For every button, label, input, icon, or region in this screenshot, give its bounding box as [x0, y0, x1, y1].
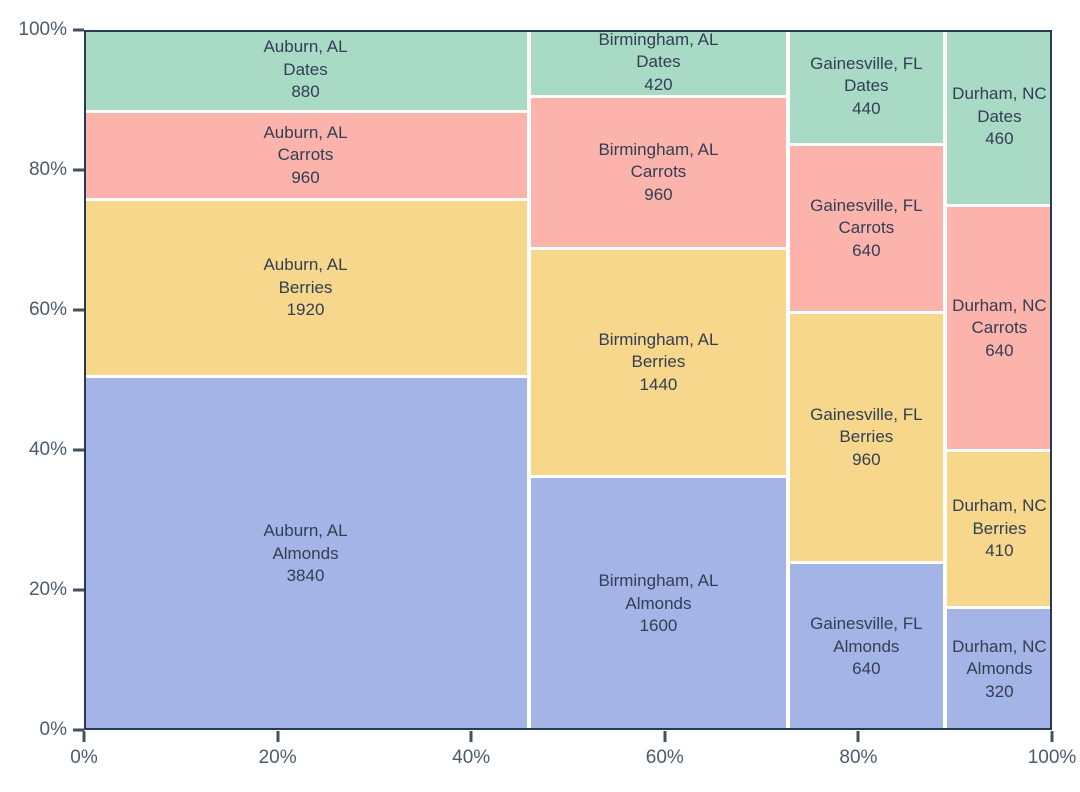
y-tick-label: 60%: [28, 299, 67, 320]
block-label: Gainesville, FL Almonds 640: [810, 614, 923, 679]
mosaic-block: Durham, NC Almonds 320: [946, 609, 1052, 730]
y-tick-mark: [73, 588, 84, 592]
x-tick-mark: [856, 731, 860, 742]
y-tick-label: 40%: [28, 439, 67, 460]
block-label: Auburn, AL Almonds 3840: [263, 521, 348, 586]
x-tick-label: 100%: [1027, 747, 1077, 768]
block-label: Durham, NC Berries 410: [952, 496, 1047, 561]
x-tick-mark: [1050, 731, 1054, 742]
mosaic-block: Durham, NC Berries 410: [946, 452, 1052, 607]
mosaic-block: Birmingham, AL Dates 420: [531, 29, 786, 96]
x-tick-mark: [663, 731, 667, 742]
mosaic-block: Birmingham, AL Berries 1440: [531, 250, 786, 476]
mosaic-block: Gainesville, FL Almonds 640: [789, 564, 943, 730]
block-label: Auburn, AL Dates 880: [263, 37, 348, 102]
x-tick-label: 0%: [70, 747, 98, 768]
x-tick-mark: [276, 731, 280, 742]
mosaic-block: Auburn, AL Dates 880: [84, 30, 528, 110]
plot-area: Auburn, AL Almonds 3840 Auburn, AL Berries 19…: [84, 30, 1052, 730]
block-label: Durham, NC Carrots 640: [952, 295, 1047, 360]
mosaic-block: Gainesville, FL Carrots 640: [789, 146, 943, 311]
y-tick-label: 20%: [28, 579, 67, 600]
y-tick-mark: [73, 448, 84, 452]
x-tick-mark: [469, 731, 473, 742]
x-axis: 0% 20% 40% 60% 80% 100%: [70, 730, 1076, 790]
y-tick-mark: [73, 168, 84, 172]
block-label: Birmingham, AL Almonds 1600: [598, 571, 719, 636]
mosaic-block: Birmingham, AL Almonds 1600: [531, 478, 786, 730]
block-label: Birmingham, AL Dates 420: [598, 29, 719, 94]
mosaic-block: Gainesville, FL Berries 960: [789, 313, 943, 562]
x-tick-label: 40%: [452, 747, 491, 768]
y-axis: 0% 20% 40% 60% 80% 100%: [0, 19, 84, 740]
x-tick-label: 80%: [839, 747, 878, 768]
y-tick-mark: [73, 28, 84, 32]
block-label: Auburn, AL Berries 1920: [263, 255, 348, 320]
mosaic-block: Durham, NC Carrots 640: [946, 207, 1052, 450]
y-tick-mark: [73, 308, 84, 312]
block-label: Gainesville, FL Dates 440: [810, 53, 923, 118]
mosaic-block: Auburn, AL Almonds 3840: [84, 377, 528, 730]
y-tick-mark: [73, 728, 84, 732]
mosaic-block: Auburn, AL Carrots 960: [84, 112, 528, 198]
x-tick-label: 20%: [258, 747, 297, 768]
mosaic-block: Birmingham, AL Carrots 960: [531, 98, 786, 248]
mosaic-block: Auburn, AL Berries 1920: [84, 201, 528, 375]
block-label: Birmingham, AL Berries 1440: [598, 329, 719, 394]
y-tick-label: 100%: [18, 19, 67, 40]
y-tick-label: 80%: [28, 159, 67, 180]
y-tick-label: 0%: [39, 719, 67, 740]
block-label: Birmingham, AL Carrots 960: [598, 139, 719, 204]
x-tick-label: 60%: [645, 747, 684, 768]
block-label: Durham, NC Dates 460: [952, 84, 1047, 149]
x-tick-mark: [82, 731, 86, 742]
block-label: Gainesville, FL Berries 960: [810, 404, 923, 469]
block-label: Durham, NC Almonds 320: [952, 636, 1047, 701]
block-label: Gainesville, FL Carrots 640: [810, 195, 923, 260]
mosaic-block: Gainesville, FL Dates 440: [789, 30, 943, 144]
mosaic-block: Durham, NC Dates 460: [946, 30, 1052, 205]
block-label: Auburn, AL Carrots 960: [263, 122, 348, 187]
